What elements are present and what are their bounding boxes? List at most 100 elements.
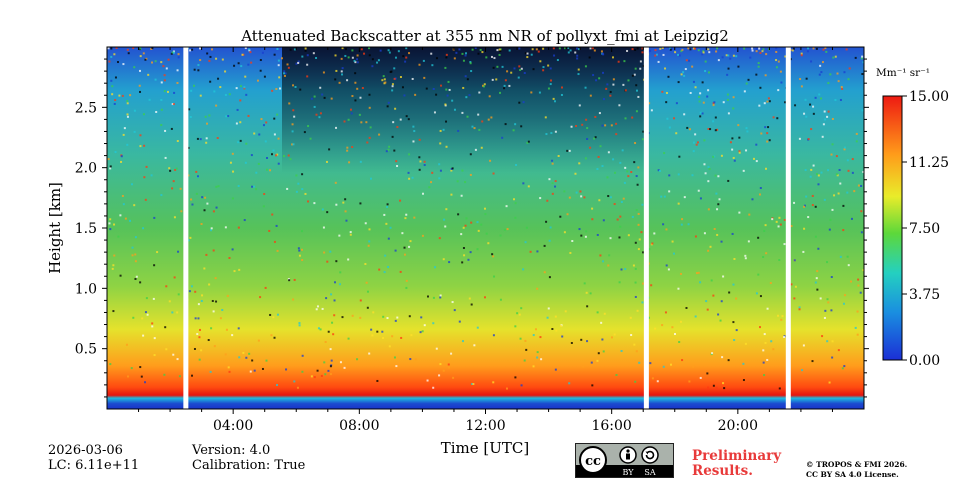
speckle-dot [665,228,668,231]
speckle-dot [861,109,864,112]
speckle-dot [360,47,363,50]
speckle-dot [591,47,594,50]
speckle-dot [465,217,468,220]
speckle-dot [862,61,864,64]
speckle-dot [239,139,242,142]
speckle-dot [193,68,196,71]
speckle-dot [228,256,231,259]
speckle-dot [499,48,502,51]
speckle-dot [171,311,174,314]
speckle-dot [264,140,267,143]
speckle-dot [510,71,513,74]
speckle-dot [403,94,406,97]
speckle-dot [255,171,258,174]
y-axis: 0.51.01.52.02.5 [75,58,869,398]
speckle-dot [556,59,559,62]
speckle-dot [178,375,181,378]
speckle-dot [642,65,645,68]
speckle-dot [703,139,706,142]
speckle-dot [402,55,405,58]
speckle-dot [313,105,316,108]
speckle-dot [133,204,136,207]
speckle-dot [334,54,337,57]
speckle-dot [335,260,338,263]
speckle-dot [423,76,426,79]
speckle-dot [709,245,712,248]
speckle-dot [236,108,239,111]
speckle-dot [615,122,618,125]
speckle-dot [584,157,587,160]
speckle-dot [368,228,371,231]
speckle-dot [512,129,515,132]
speckle-dot [755,47,758,50]
copyright-notice: © TROPOS & FMI 2026. CC BY SA 4.0 Licens… [806,460,907,480]
noise-speckle [107,47,864,390]
speckle-dot [850,280,853,283]
speckle-dot [735,297,738,300]
speckle-dot [731,148,734,151]
speckle-dot [822,48,825,51]
speckle-dot [277,59,280,62]
speckle-dot [395,365,398,368]
speckle-dot [614,171,617,174]
speckle-dot [570,341,573,344]
speckle-dot [126,102,129,105]
speckle-dot [301,173,304,176]
speckle-dot [190,89,193,92]
speckle-dot [132,47,135,50]
speckle-dot [708,51,711,54]
speckle-dot [438,374,441,377]
speckle-dot [151,47,154,50]
speckle-dot [245,93,248,96]
speckle-dot [432,87,435,90]
speckle-dot [804,169,807,172]
speckle-dot [478,91,481,94]
speckle-dot [514,202,517,205]
speckle-dot [845,48,848,51]
speckle-dot [499,234,502,237]
speckle-dot [476,326,479,329]
speckle-dot [548,239,551,242]
speckle-dot [307,200,310,203]
speckle-dot [197,69,200,72]
speckle-dot [142,227,145,230]
speckle-dot [239,99,242,102]
speckle-dot [412,125,415,128]
speckle-dot [221,308,224,311]
data-gap [643,47,649,409]
speckle-dot [765,252,768,255]
speckle-dot [499,91,502,94]
speckle-dot [607,264,610,267]
speckle-dot [287,66,290,69]
speckle-dot [667,268,670,271]
speckle-dot [772,348,775,351]
speckle-dot [227,366,230,369]
speckle-dot [116,61,119,64]
speckle-dot [602,71,605,74]
speckle-dot [330,359,333,362]
speckle-dot [505,387,508,390]
speckle-dot [453,108,456,111]
speckle-dot [477,229,480,232]
speckle-dot [757,236,760,239]
speckle-dot [173,216,176,219]
speckle-dot [517,76,520,79]
speckle-dot [634,267,637,270]
speckle-dot [354,72,357,75]
speckle-dot [327,369,330,372]
speckle-dot [150,174,153,177]
speckle-dot [445,53,448,56]
speckle-dot [394,56,397,59]
speckle-dot [828,381,831,384]
speckle-dot [703,163,706,166]
speckle-dot [131,254,134,257]
speckle-dot [657,169,660,172]
speckle-dot [304,47,307,50]
speckle-dot [588,56,591,59]
speckle-dot [469,62,472,65]
speckle-dot [351,314,354,317]
speckle-dot [655,53,658,56]
speckle-dot [189,236,192,239]
speckle-dot [408,315,411,318]
speckle-dot [574,51,577,54]
